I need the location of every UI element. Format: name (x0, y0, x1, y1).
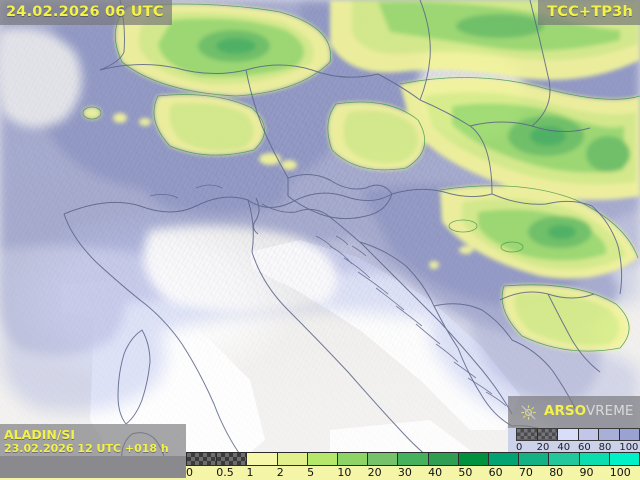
legend-tick: 0.5 (216, 466, 234, 479)
valid-time-label: 24.02.2026 06 UTC (0, 0, 172, 25)
legend-tick: 90 (579, 466, 594, 479)
cloud-cover-legend[interactable]: 0 20 40 60 80 100 (508, 428, 640, 454)
legend-tick: 0 (516, 442, 523, 453)
legend-swatch (428, 453, 459, 465)
legend-tick: 20 (367, 466, 382, 479)
tcc-tick-labels: 0 20 40 60 80 100 (516, 441, 640, 454)
legend-tick: 70 (518, 466, 533, 479)
precip-tick-labels: 0 0.5 1 2 5 10 20 30 40 50 60 70 80 90 100 (186, 466, 640, 479)
legend-swatch (247, 453, 278, 465)
precipitation-legend[interactable]: 0 0.5 1 2 5 10 20 30 40 50 60 70 80 90 100 (186, 452, 640, 480)
legend-swatch (579, 453, 610, 465)
legend-swatch (368, 453, 399, 465)
legend-swatch (338, 453, 369, 465)
legend-tick: 40 (557, 442, 571, 453)
legend-swatch (277, 453, 308, 465)
legend-tick: 50 (458, 466, 473, 479)
legend-tick: 100 (619, 442, 639, 453)
legend-swatch (187, 453, 218, 465)
model-stamp-box (0, 424, 186, 456)
legend-tick: 80 (598, 442, 612, 453)
model-name-label: ALADIN/SI (4, 427, 76, 442)
legend-swatch (619, 429, 639, 440)
legend-tick: 80 (549, 466, 564, 479)
model-run-label: 23.02.2026 12 UTC +018 h (4, 442, 169, 455)
arso-logo[interactable]: ARSOVREME (508, 396, 640, 428)
legend-swatch (517, 429, 538, 440)
legend-tick: 40 (428, 466, 443, 479)
logo-arso: ARSO (544, 403, 587, 420)
legend-tick: 1 (246, 466, 254, 479)
legend-tick: 20 (536, 442, 550, 453)
legend-swatch (519, 453, 550, 465)
legend-tick: 60 (578, 442, 591, 453)
legend-swatch (307, 453, 339, 465)
legend-tick: 5 (307, 466, 315, 479)
legend-swatch (217, 453, 248, 465)
legend-swatch (458, 453, 490, 465)
legend-tick: 0 (186, 466, 193, 479)
legend-tick: 60 (488, 466, 503, 479)
tcc-color-scale (516, 428, 640, 441)
legend-bottom-strip (0, 478, 640, 480)
legend-swatch (609, 453, 640, 465)
legend-backfill (0, 456, 186, 480)
legend-tick: 100 (609, 466, 631, 479)
legend-swatch (578, 429, 599, 440)
arso-logo-text: ARSOVREME (544, 405, 633, 419)
legend-swatch (558, 429, 579, 440)
legend-swatch (489, 453, 520, 465)
legend-tick: 30 (397, 466, 412, 479)
parameter-label: TCC+TP3h (538, 0, 640, 25)
legend-tick: 2 (276, 466, 284, 479)
sun-icon (521, 404, 536, 420)
legend-swatch (537, 429, 558, 440)
legend-tick: 10 (337, 466, 352, 479)
precip-color-scale (186, 452, 640, 466)
logo-vreme: VREME (586, 403, 634, 420)
legend-swatch (398, 453, 429, 465)
legend-swatch (599, 429, 620, 440)
legend-swatch (549, 453, 580, 465)
